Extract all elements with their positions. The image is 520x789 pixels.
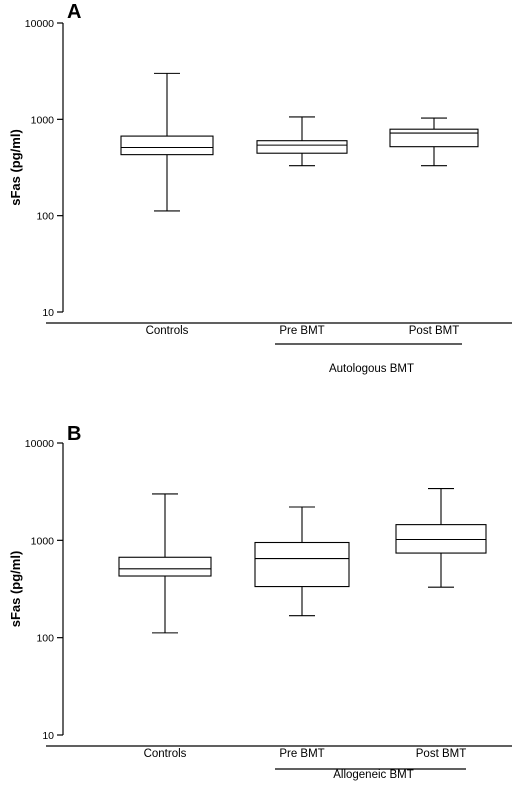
- x-category-label: Controls: [144, 748, 187, 760]
- y-tick-label: 10000: [25, 438, 54, 450]
- chart-panel-a: A 10 100 1000 10000 sFas (pg/ml) Controls Pre B…: [8, 1, 512, 375]
- x-category-label: Pre BMT: [279, 748, 324, 760]
- box-controls: [120, 72, 214, 212]
- x-category-label: Pre BMT: [279, 325, 324, 337]
- y-axis-label: sFas (pg/ml): [8, 551, 23, 628]
- y-tick-label: 1000: [31, 114, 55, 126]
- y-axis-label: sFas (pg/ml): [8, 129, 23, 206]
- chart-panel-b: B 10 100 1000 10000 sFas (pg/ml) Controls Pre B…: [8, 423, 512, 781]
- iqr-box: [254, 541, 350, 588]
- x-category-label: Controls: [146, 325, 189, 337]
- iqr-box: [118, 556, 212, 577]
- x-category-label: Post BMT: [416, 748, 466, 760]
- panel-label: A: [67, 1, 81, 23]
- panel-label: B: [67, 423, 81, 445]
- box-post-bmt: [395, 488, 487, 588]
- iqr-box: [389, 128, 479, 148]
- iqr-box: [256, 140, 348, 154]
- x-category-label: Post BMT: [409, 325, 459, 337]
- box-pre-bmt: [254, 506, 350, 617]
- group-label: Autologous BMT: [329, 363, 414, 375]
- y-tick-label: 100: [36, 633, 54, 645]
- y-tick-label: 1000: [31, 535, 55, 547]
- group-label: Allogeneic BMT: [333, 769, 414, 781]
- iqr-box: [395, 524, 487, 554]
- y-tick-label: 10: [42, 307, 54, 319]
- box-controls: [118, 493, 212, 634]
- box-post-bmt: [389, 117, 479, 167]
- iqr-box: [120, 135, 214, 156]
- y-tick-label: 10000: [25, 18, 54, 30]
- y-tick-label: 100: [36, 211, 54, 223]
- y-tick-label: 10: [42, 730, 54, 742]
- box-pre-bmt: [256, 116, 348, 167]
